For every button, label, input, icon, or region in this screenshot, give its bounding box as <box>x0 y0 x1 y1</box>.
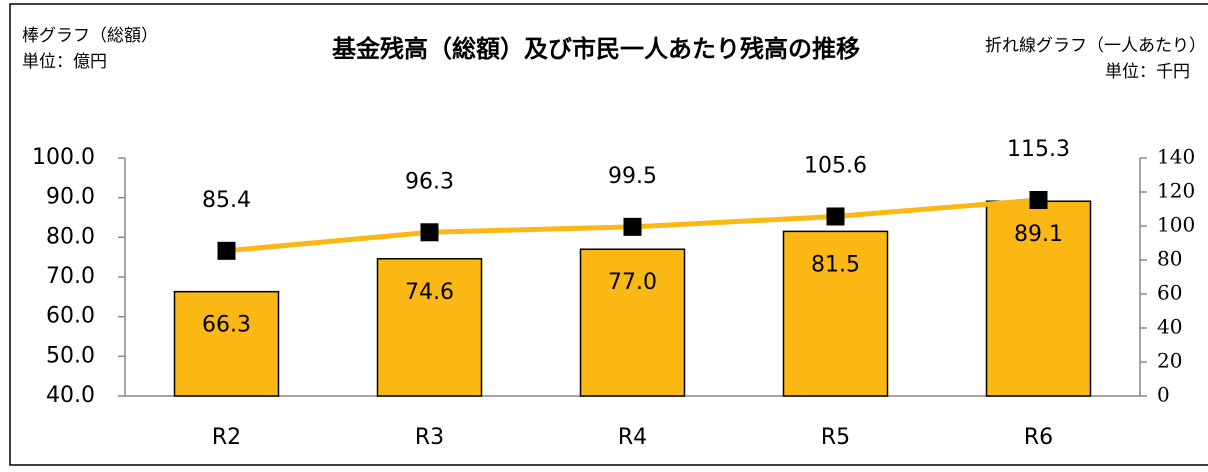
y2-tick-label: 0 <box>1157 383 1170 407</box>
y2-tick-label: 100 <box>1157 213 1195 237</box>
right-note: 折れ線グラフ（一人あたり） <box>985 36 1206 56</box>
y2-tick-label: 140 <box>1157 145 1195 169</box>
line-marker <box>217 241 236 260</box>
left-unit: 単位：億円 <box>22 52 107 72</box>
right-unit: 単位：千円 <box>1105 62 1190 82</box>
line-marker <box>623 217 642 236</box>
x-tick-label: R5 <box>821 425 850 450</box>
y-tick-label: 70.0 <box>46 264 95 289</box>
line-value-label: 96.3 <box>405 169 454 194</box>
bar <box>173 290 280 397</box>
x-tick-label: R3 <box>415 425 444 450</box>
x-tick-label: R2 <box>212 425 241 450</box>
y2-tick-label: 60 <box>1157 281 1182 305</box>
chart-title: 基金残高（総額）及び市民一人あたり残高の推移 <box>332 35 860 63</box>
line-value-label: 115.3 <box>1007 137 1070 162</box>
y-tick-label: 60.0 <box>46 304 95 329</box>
line-value-label: 105.6 <box>804 153 867 178</box>
bar <box>579 248 686 397</box>
bar-value-label: 74.6 <box>405 280 454 305</box>
bar <box>782 230 889 397</box>
y2-tick-label: 120 <box>1157 179 1195 203</box>
line-marker <box>826 207 845 226</box>
bar-value-label: 89.1 <box>1014 222 1063 247</box>
y-tick-label: 40.0 <box>46 383 95 408</box>
y-tick-label: 100.0 <box>32 145 95 170</box>
bar-value-label: 81.5 <box>811 252 860 277</box>
line-value-label: 99.5 <box>608 164 657 189</box>
left-note: 棒グラフ（総額） <box>22 26 158 46</box>
y2-tick-label: 20 <box>1157 349 1182 373</box>
y-tick-label: 80.0 <box>46 224 95 249</box>
line-marker <box>1029 190 1048 209</box>
y2-tick-label: 40 <box>1157 315 1182 339</box>
y-tick-label: 50.0 <box>46 343 95 368</box>
x-tick-label: R6 <box>1024 425 1053 450</box>
bar <box>376 258 483 397</box>
bar-value-label: 77.0 <box>608 270 657 295</box>
y-tick-label: 90.0 <box>46 185 95 210</box>
line-marker <box>420 223 439 242</box>
x-tick-label: R4 <box>618 425 647 450</box>
y2-tick-label: 80 <box>1157 247 1182 271</box>
bar-value-label: 66.3 <box>202 313 251 338</box>
bar <box>985 200 1092 397</box>
line-value-label: 85.4 <box>202 188 251 213</box>
chart-frame <box>9 3 1208 466</box>
